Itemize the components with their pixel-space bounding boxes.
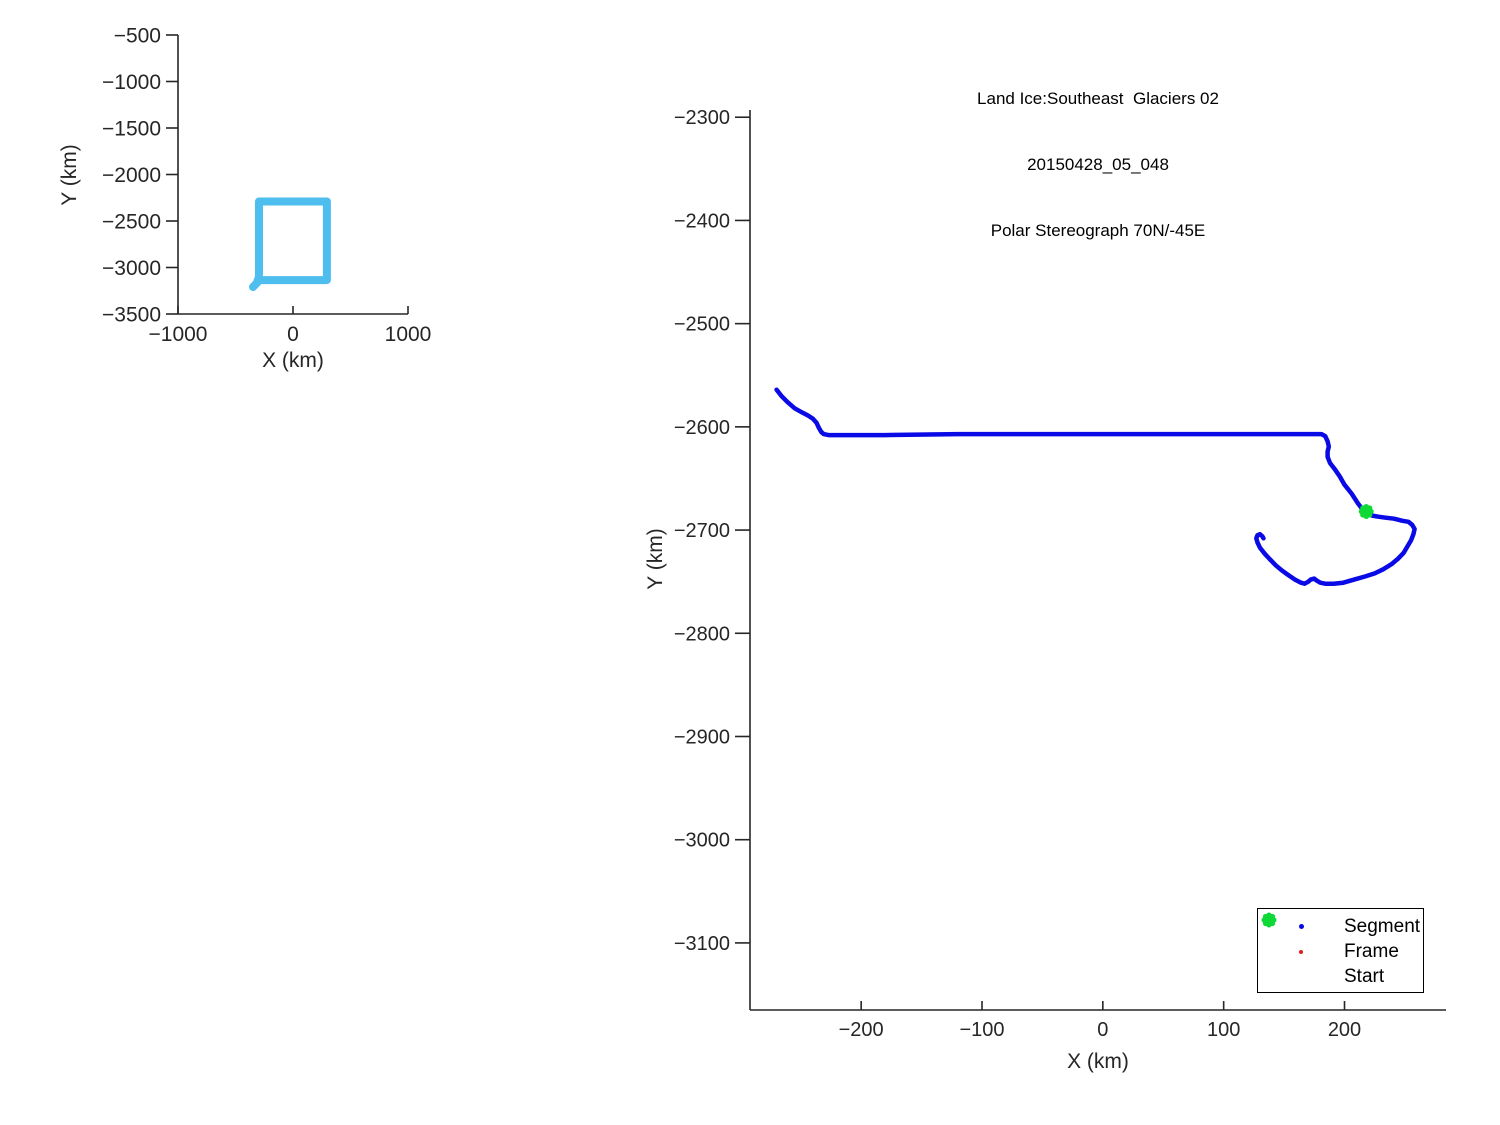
y-tick-label: −2500: [674, 314, 730, 336]
y-tick-label: −3500: [102, 303, 161, 326]
x-tick-label: 100: [1207, 1019, 1240, 1041]
main-x-axis-label: X (km): [1067, 1050, 1129, 1073]
legend-item-frame: Frame: [1258, 939, 1423, 964]
y-tick-label: −3000: [102, 257, 161, 280]
y-tick-label: −2000: [102, 164, 161, 187]
y-tick-label: −1000: [102, 71, 161, 94]
segment-dot-icon: [1258, 924, 1344, 929]
x-tick-label: −200: [839, 1019, 884, 1041]
start-clover-glyph: [1261, 912, 1277, 928]
legend-label-frame: Frame: [1344, 940, 1399, 962]
x-tick-label: 200: [1328, 1019, 1361, 1041]
legend-label-segment: Segment: [1344, 915, 1421, 937]
segment-track: [774, 387, 1417, 586]
x-tick-label: 0: [287, 323, 299, 346]
start-legend-clover: [1261, 912, 1277, 928]
y-tick-label: −2900: [674, 726, 730, 748]
y-tick-label: −2500: [102, 210, 161, 233]
title-line-projection: Polar Stereograph 70N/-45E: [990, 221, 1206, 240]
legend-item-start: Start: [1258, 912, 1423, 989]
start-marker: [1358, 503, 1374, 520]
main-plot: −2300 −2400 −2500 −2600 −2700 −2800 −2900 −3000…: [674, 107, 1446, 1041]
y-tick-label: −3000: [674, 830, 730, 852]
overview-y-axis-label: Y (km): [58, 144, 81, 206]
x-tick-label: −1000: [149, 323, 208, 346]
legend-item-segment: Segment: [1258, 914, 1423, 939]
y-tick-label: −2700: [674, 520, 730, 542]
y-tick-label: −2300: [674, 107, 730, 129]
overview-plot: −500−1000−1500−2000−2500−3000−3500−1000 0…: [102, 24, 431, 346]
x-tick-label: −100: [959, 1019, 1004, 1041]
y-tick-label: −2800: [674, 623, 730, 645]
frame-legend-dot: [1299, 949, 1303, 954]
x-tick-label: 0: [1097, 1019, 1108, 1041]
overview-x-axis-label: X (km): [262, 349, 324, 372]
y-tick-label: −2600: [674, 417, 730, 439]
frame-dot-icon: [1258, 949, 1344, 954]
y-tick-label: −500: [114, 24, 161, 47]
title-line-flight-id: 20150428_05_048: [1027, 155, 1169, 174]
main-y-axis-label: Y (km): [644, 528, 667, 590]
y-tick-label: −3100: [674, 933, 730, 955]
legend-label-start: Start: [1344, 965, 1385, 987]
y-tick-label: −2400: [674, 210, 730, 232]
segment-legend-dot: [1298, 924, 1304, 929]
title-line-campaign: Land Ice:Southeast Glaciers 02: [977, 89, 1219, 108]
legend: Segment Frame Start: [1257, 908, 1424, 993]
flight-extent-outline: [249, 197, 331, 291]
y-tick-label: −1500: [102, 117, 161, 140]
plot-title: Land Ice:Southeast Glaciers 02 20150428_…: [750, 44, 1446, 286]
x-tick-label: 1000: [385, 323, 432, 346]
